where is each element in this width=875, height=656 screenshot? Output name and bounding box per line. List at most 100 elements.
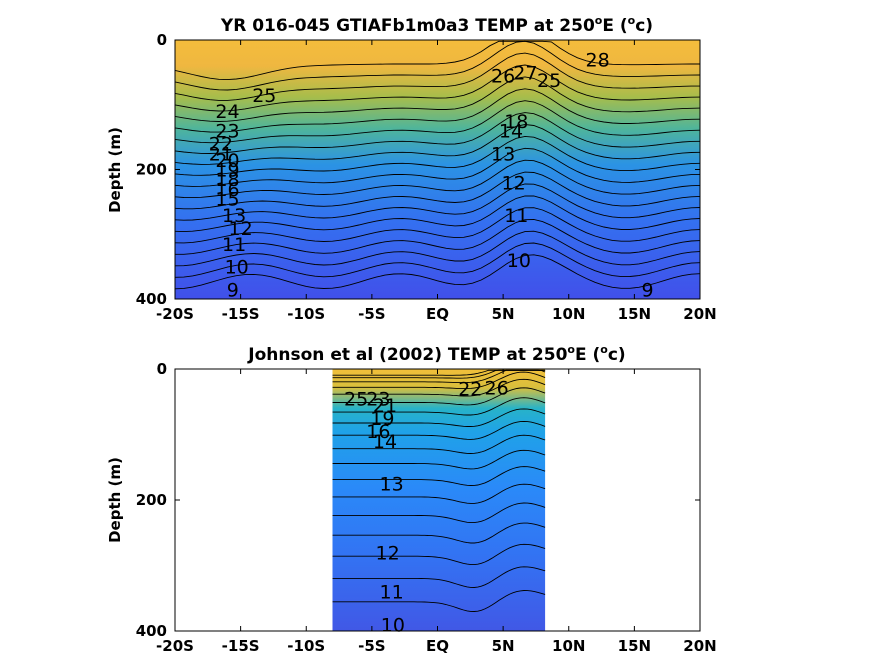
bot-x-tick-label: 20N <box>683 637 716 655</box>
bot-isotherm-24 <box>332 371 546 390</box>
top-contour-label: 12 <box>229 218 253 240</box>
top-plot-area <box>175 40 700 299</box>
bot-x-tick-label: EQ <box>426 637 449 655</box>
bot-isotherm-20 <box>332 408 546 427</box>
bottom-plot-area <box>332 369 546 631</box>
top-isotherm-14 <box>175 195 700 233</box>
top-contour-label: 25 <box>252 85 276 107</box>
top-x-tick-label: 5N <box>492 305 515 323</box>
bot-x-tick-label: -10S <box>287 637 325 655</box>
top-panel: YR 016-045 GTIAFb1m0a3 TEMP at 250oE (oc… <box>106 14 717 323</box>
bot-contour-label: 21 <box>373 395 397 417</box>
bottom-y-axis: 0 200 400 <box>136 360 700 640</box>
bot-isotherm-25 <box>332 369 546 384</box>
bot-contour-label: 11 <box>380 582 404 604</box>
top-contour-label: 26 <box>491 66 515 88</box>
top-contour-label: 28 <box>586 49 610 71</box>
bot-y-tick-label: 0 <box>157 360 167 378</box>
bot-x-tick-label: 10N <box>552 637 585 655</box>
bottom-title: Johnson et al (2002) TEMP at 250oE (oc) <box>247 343 625 365</box>
bot-isotherm-22 <box>332 387 546 406</box>
bot-contour-label: 23 <box>366 389 390 411</box>
bottom-panel: Johnson et al (2002) TEMP at 250oE (oc) … <box>106 343 717 655</box>
bot-isotherm-15 <box>332 483 546 504</box>
top-x-tick-label: -10S <box>287 305 325 323</box>
top-isotherm-19 <box>175 135 700 176</box>
top-contour-label: 19 <box>215 160 239 182</box>
bot-contour-label: 22 <box>458 379 482 401</box>
top-isotherm-21 <box>175 112 700 154</box>
top-y-tick-label: 200 <box>136 161 167 179</box>
top-contour-label: 27 <box>513 62 537 84</box>
top-y-tick-label: 0 <box>157 31 167 49</box>
top-y-tick-label: 400 <box>136 290 167 308</box>
top-y-axis-label: Depth (m) <box>106 127 124 213</box>
bot-y-tick-label: 400 <box>136 622 167 640</box>
top-isotherm-23 <box>175 88 700 133</box>
bottom-y-axis-label: Depth (m) <box>106 457 124 543</box>
top-x-tick-label: EQ <box>426 305 449 323</box>
top-isotherm-17 <box>175 159 700 199</box>
top-isotherm-13 <box>175 207 700 244</box>
top-x-tick-label: -5S <box>358 305 385 323</box>
top-isotherm-22 <box>175 100 700 144</box>
bot-isotherm-18 <box>332 434 546 454</box>
top-isotherm-18 <box>175 147 700 187</box>
top-contour-label: 14 <box>499 121 523 143</box>
bot-x-tick-label: 15N <box>618 637 651 655</box>
bot-y-tick-label: 200 <box>136 491 167 509</box>
bot-x-tick-label: -5S <box>358 637 385 655</box>
top-x-tick-label: -20S <box>156 305 194 323</box>
bot-isotherm-14 <box>332 502 546 524</box>
top-y-axis: 0 200 400 <box>136 31 700 308</box>
bot-contour-label: 13 <box>380 474 404 496</box>
bottom-x-axis: -20S -15S -10S -5S EQ 5N 10N 15N 20N <box>156 369 717 655</box>
top-contour-label: 11 <box>504 205 528 227</box>
bot-isotherm-10 <box>332 590 546 612</box>
top-isotherm-24 <box>175 76 700 122</box>
top-isotherm-16 <box>175 171 700 210</box>
bot-isotherm-23 <box>332 378 546 397</box>
top-contour-label: 23 <box>215 121 239 143</box>
top-contour-label: 25 <box>537 70 561 92</box>
top-x-tick-label: 20N <box>683 305 716 323</box>
bot-x-tick-label: -15S <box>222 637 260 655</box>
bot-contour-label: 14 <box>373 431 397 453</box>
top-x-tick-label: 10N <box>552 305 585 323</box>
top-isotherm-10 <box>175 242 700 278</box>
top-title: YR 016-045 GTIAFb1m0a3 TEMP at 250oE (oc… <box>220 14 653 36</box>
top-contour-label: 10 <box>507 250 531 272</box>
top-contour-label: 24 <box>215 101 239 123</box>
top-isotherm-9 <box>175 254 700 290</box>
top-isotherm-25 <box>175 64 700 112</box>
top-contour-label: 12 <box>502 173 526 195</box>
bot-contour-label: 12 <box>376 542 400 564</box>
top-contour-label: 9 <box>227 279 239 301</box>
top-contour-label: 15 <box>215 189 239 211</box>
top-contour-label: 13 <box>222 205 246 227</box>
bot-isotherm-12 <box>332 543 546 566</box>
top-contour-label: 22 <box>209 134 233 156</box>
top-isotherm-12 <box>175 219 700 255</box>
bot-isotherm-19 <box>332 420 546 440</box>
bot-contour-label: 19 <box>370 408 394 430</box>
top-contour-label: 9 <box>641 279 653 301</box>
top-contour-label: 10 <box>225 257 249 279</box>
bot-x-tick-label: -20S <box>156 637 194 655</box>
top-x-axis: -20S -15S -10S -5S EQ 5N 10N 15N 20N <box>156 40 717 323</box>
top-isotherms <box>175 40 700 290</box>
top-isotherm-28 <box>175 40 700 81</box>
top-isotherm-27 <box>175 40 700 91</box>
bottom-isotherms <box>332 369 546 612</box>
bot-isotherm-21 <box>332 397 546 416</box>
bot-isotherm-13 <box>332 522 546 544</box>
top-temperature-field <box>175 40 700 299</box>
top-contour-label: 18 <box>504 111 528 133</box>
top-isotherm-20 <box>175 124 700 165</box>
bot-x-tick-label: 5N <box>492 637 515 655</box>
top-x-tick-label: 15N <box>618 305 651 323</box>
top-contour-label: 18 <box>215 169 239 191</box>
bot-contour-label: 16 <box>366 421 390 443</box>
